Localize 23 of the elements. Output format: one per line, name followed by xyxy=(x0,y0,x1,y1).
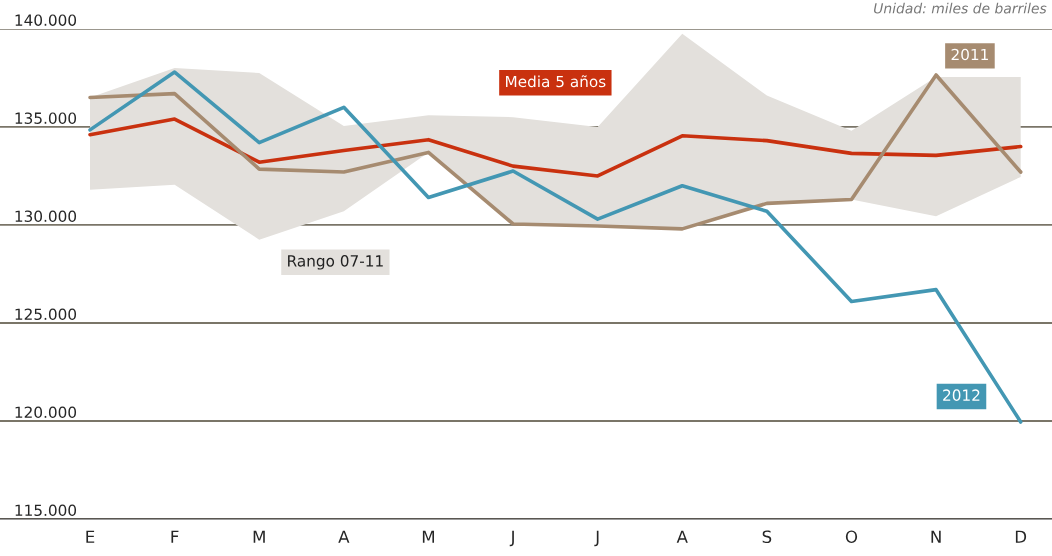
x-tick-label: J xyxy=(509,530,514,547)
x-tick-label: J xyxy=(594,530,599,547)
x-tick-label: A xyxy=(338,530,350,543)
y-tick-label: 115.000 xyxy=(15,504,77,517)
x-tick-label: A xyxy=(676,530,688,543)
series-label: 2011 xyxy=(951,48,988,61)
x-tick-label: F xyxy=(171,530,179,543)
y-tick-label: 140.000 xyxy=(15,14,77,26)
x-tick-label: M xyxy=(422,530,435,543)
x-tick-label: D xyxy=(1015,530,1027,543)
x-tick-label: N xyxy=(931,530,941,543)
y-tick-label: 120.000 xyxy=(15,406,77,419)
y-tick-label: 125.000 xyxy=(15,308,77,321)
x-tick-label: M xyxy=(253,530,265,543)
x-tick-label: E xyxy=(86,530,95,543)
annotation: Rango 07-11 xyxy=(288,255,383,270)
series-label: 2012 xyxy=(943,389,980,401)
y-tick-label: 130.000 xyxy=(15,210,77,222)
x-tick-label: S xyxy=(762,530,772,544)
x-tick-label: O xyxy=(845,530,858,544)
y-tick-label: 135.000 xyxy=(15,112,77,124)
text: Unidad: miles de barriles xyxy=(874,2,1047,14)
text: Media 5 años xyxy=(506,75,606,88)
